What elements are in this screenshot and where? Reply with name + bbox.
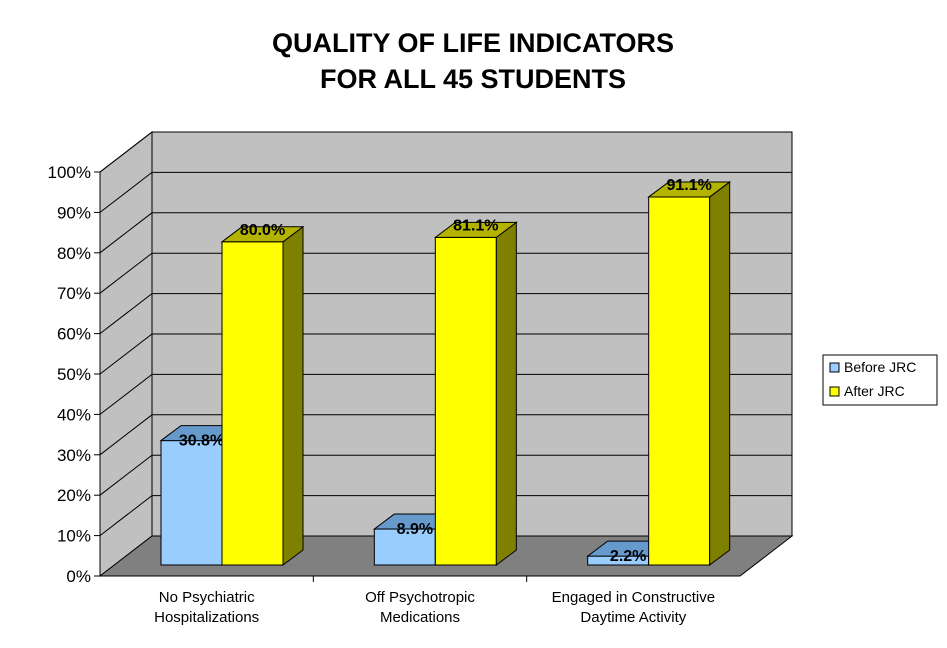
bar-front bbox=[648, 196, 711, 566]
bar-front bbox=[373, 528, 436, 566]
bar-front bbox=[221, 241, 284, 566]
legend-swatch-before bbox=[829, 362, 840, 373]
x-category-label: Daytime Activity bbox=[580, 609, 686, 626]
y-tick-label: 50% bbox=[57, 365, 91, 384]
data-label: 91.1% bbox=[666, 177, 711, 194]
y-tick-label: 60% bbox=[57, 325, 91, 344]
bar-side bbox=[709, 180, 731, 566]
y-tick-label: 0% bbox=[66, 567, 91, 586]
gridline bbox=[99, 373, 792, 415]
y-tick-label: 20% bbox=[57, 486, 91, 505]
gridline bbox=[99, 131, 792, 173]
gridline bbox=[99, 454, 792, 496]
bar-side bbox=[282, 225, 304, 566]
plot-area: 0% 10% 20% 30% 40% 50% 60% 70% 80% 90% 100% 30.8% 80… bbox=[48, 130, 794, 626]
bar-top bbox=[647, 181, 732, 198]
x-category-label: Medications bbox=[380, 609, 460, 626]
y-tick-label: 70% bbox=[57, 284, 91, 303]
legend-label-after: After JRC bbox=[844, 383, 905, 399]
x-category-label: No Psychiatric bbox=[159, 589, 255, 606]
bar-front bbox=[160, 440, 223, 566]
x-category-label: Off Psychotropic bbox=[365, 589, 475, 606]
x-category-label: Engaged in Constructive bbox=[552, 589, 715, 606]
bar-top bbox=[220, 226, 305, 243]
gridline bbox=[99, 414, 792, 456]
data-label: 8.9% bbox=[397, 521, 433, 538]
chart-title-line-2: FOR ALL 45 STUDENTS bbox=[320, 64, 626, 94]
y-tick-label: 90% bbox=[57, 203, 91, 222]
gridline bbox=[99, 171, 792, 213]
data-label: 2.2% bbox=[610, 548, 646, 565]
bar-side bbox=[495, 221, 517, 567]
data-label: 81.1% bbox=[453, 217, 498, 234]
bar-front bbox=[434, 236, 497, 566]
data-label: 30.8% bbox=[179, 433, 224, 450]
gridline bbox=[99, 212, 792, 254]
chart-title-line-1: QUALITY OF LIFE INDICATORS bbox=[272, 28, 674, 58]
legend-swatch-after bbox=[829, 386, 840, 397]
y-tick-label: 80% bbox=[57, 244, 91, 263]
data-label: 80.0% bbox=[240, 222, 285, 239]
y-tick-label: 100% bbox=[48, 163, 91, 182]
bar-top bbox=[433, 221, 518, 238]
y-tick-label: 40% bbox=[57, 405, 91, 424]
x-category-label: Hospitalizations bbox=[154, 609, 259, 626]
gridline bbox=[99, 333, 792, 375]
y-tick-label: 10% bbox=[57, 527, 91, 546]
legend: Before JRC After JRC bbox=[822, 354, 938, 406]
y-tick-label: 30% bbox=[57, 446, 91, 465]
gridline bbox=[99, 252, 792, 294]
gridline bbox=[99, 293, 792, 334]
gridline bbox=[99, 495, 792, 536]
legend-label-before: Before JRC bbox=[844, 359, 916, 375]
legend-box bbox=[822, 354, 938, 406]
